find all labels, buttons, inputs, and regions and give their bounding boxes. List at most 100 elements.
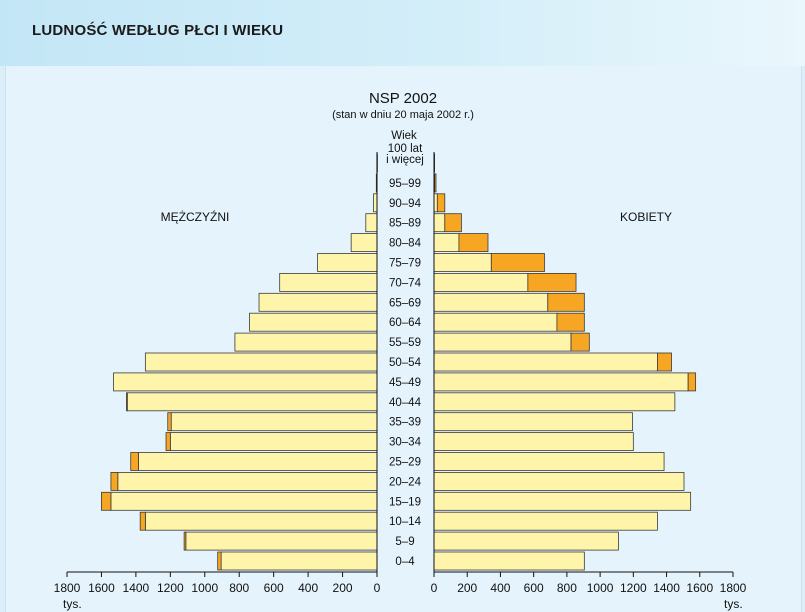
bar-women-excess — [687, 372, 697, 392]
bar-women — [433, 213, 446, 233]
age-group-label: 75–79 — [389, 258, 421, 270]
women-x-tick-label: 800 — [557, 581, 577, 595]
bar-men — [170, 412, 378, 432]
age-group-label: 5–9 — [395, 536, 414, 548]
bar-women-excess — [527, 272, 577, 292]
bar-men — [258, 292, 378, 312]
age-axis-label: Wiek — [391, 130, 417, 142]
bar-women-excess — [657, 352, 672, 372]
bar-men — [113, 372, 378, 392]
age-group-label: 65–69 — [389, 297, 421, 309]
bar-women — [433, 471, 685, 491]
women-x-tick-label: 1600 — [686, 581, 713, 595]
women-x-tick-label: 1800 — [720, 581, 747, 595]
men-x-tick-label: 600 — [264, 581, 284, 595]
bar-women — [433, 372, 689, 392]
men-x-tick-label: 1000 — [191, 581, 218, 595]
age-group-label: 25–29 — [389, 457, 421, 469]
pyramid-bars: 0–4 5–9 10–14 15–19 20–24 25–29 30–34 35–39 40–4… — [101, 143, 697, 571]
bar-women-excess — [547, 292, 585, 312]
age-group-label: 20–24 — [389, 476, 422, 488]
men-x-tick-label: 400 — [298, 581, 318, 595]
bar-women — [433, 432, 634, 452]
bar-men — [373, 193, 378, 213]
bar-women-excess — [570, 332, 590, 352]
age-group-label: 50–54 — [389, 357, 422, 369]
age-group-label: 10–14 — [389, 516, 422, 528]
bar-men-excess — [167, 412, 172, 432]
bar-men — [110, 491, 378, 511]
bar-women — [433, 272, 529, 292]
age-group-label: i więcej — [386, 154, 424, 166]
bar-women — [433, 452, 665, 471]
bar-women — [433, 253, 492, 272]
men-x-tick-label: 200 — [333, 581, 353, 595]
age-group-label: 85–89 — [389, 218, 421, 230]
women-label: KOBIETY — [620, 210, 672, 224]
chart-panel — [5, 66, 802, 612]
bar-women — [433, 352, 658, 372]
bar-men — [365, 213, 378, 233]
age-group-label: 40–44 — [389, 397, 422, 409]
bar-men-excess — [165, 432, 171, 452]
chart-subtitle: (stan w dniu 20 maja 2002 r.) — [332, 109, 474, 121]
bar-women — [433, 233, 460, 253]
age-group-label: 45–49 — [389, 377, 421, 389]
women-x-tick-label: 1400 — [653, 581, 680, 595]
bar-women-excess — [444, 213, 462, 233]
bar-men — [220, 551, 378, 571]
bar-men — [138, 452, 378, 471]
women-x-tick-label: 200 — [457, 581, 477, 595]
men-x-tick-label: 800 — [229, 581, 249, 595]
age-group-label: 80–84 — [389, 238, 422, 250]
age-group-label: 60–64 — [389, 317, 422, 329]
bar-men — [117, 471, 378, 491]
age-group-label: 0–4 — [395, 556, 415, 568]
bar-men — [169, 432, 378, 452]
bar-men-excess — [101, 491, 112, 511]
men-x-tick-label: 1200 — [157, 581, 184, 595]
men-x-tick-label: 1400 — [123, 581, 150, 595]
age-group-label: 55–59 — [389, 337, 421, 349]
bar-men — [144, 511, 378, 531]
bar-men — [144, 352, 378, 372]
age-group-label: 100 lat — [388, 143, 423, 155]
bar-women — [433, 511, 658, 531]
women-x-tick-label: 400 — [490, 581, 510, 595]
bar-men — [350, 233, 378, 253]
unit-label-right: tys. — [724, 597, 743, 611]
bar-women-excess — [434, 173, 437, 193]
men-x-tick-label: 1600 — [88, 581, 115, 595]
men-x-tick-label: 1800 — [54, 581, 81, 595]
bar-women — [433, 551, 585, 571]
women-x-tick-label: 1200 — [620, 581, 647, 595]
bar-men — [234, 332, 378, 352]
age-group-label: 15–19 — [389, 496, 421, 508]
age-group-label: 70–74 — [389, 277, 422, 289]
bar-women-excess — [490, 253, 545, 272]
bar-women — [433, 531, 619, 551]
bar-women — [433, 312, 558, 332]
bar-women — [433, 332, 572, 352]
women-x-tick-label: 600 — [524, 581, 544, 595]
bar-men-excess — [183, 531, 187, 551]
women-x-tick-label: 0 — [431, 581, 438, 595]
unit-label-left: tys. — [63, 597, 82, 611]
age-group-label: 35–39 — [389, 417, 421, 429]
bar-women — [433, 412, 633, 432]
age-group-label: 90–94 — [389, 198, 422, 210]
bar-women-excess — [458, 233, 489, 253]
age-group-label: 30–34 — [389, 437, 422, 449]
bar-women — [433, 392, 676, 412]
women-x-tick-label: 1000 — [587, 581, 614, 595]
bar-men — [185, 531, 378, 551]
bar-women-excess — [436, 193, 446, 213]
men-label: MĘŻCZYŹNI — [161, 209, 230, 224]
bar-men — [317, 253, 378, 272]
age-group-label: 95–99 — [389, 178, 421, 190]
bar-men-excess — [126, 392, 128, 412]
chart-title: NSP 2002 — [369, 90, 437, 107]
bar-men — [126, 392, 378, 412]
bar-men-excess — [130, 452, 139, 471]
